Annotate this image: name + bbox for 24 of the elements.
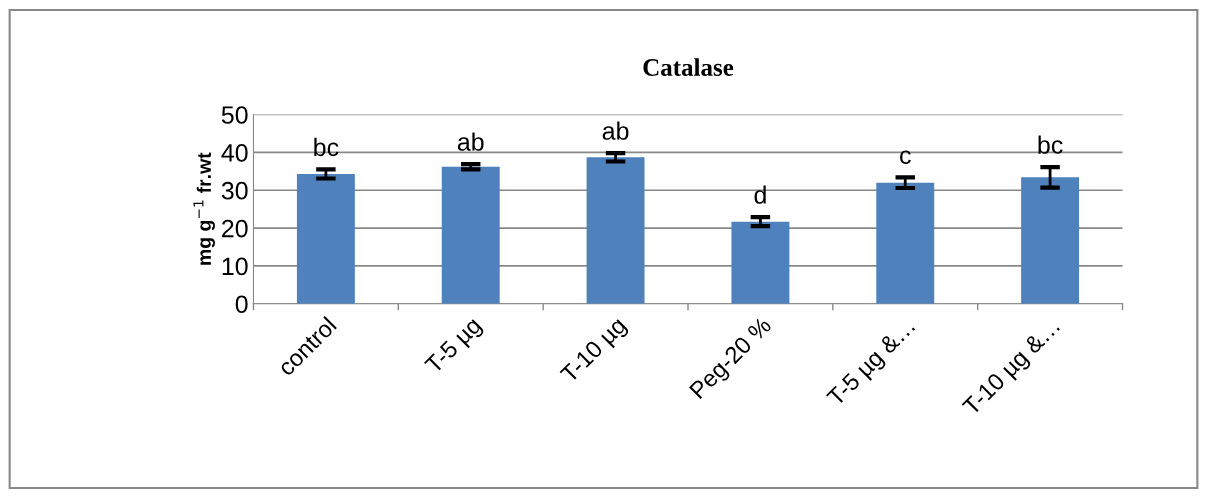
annotation: bc [1038,135,1063,154]
annotation: ab [457,132,484,151]
annotation: d [754,185,766,204]
y-tick-label: 40 [221,143,248,162]
annotation: c [900,150,911,165]
chart-title: Catalase [643,58,734,76]
bar [731,221,790,304]
x-tick-label: T-5 µg [424,316,486,378]
bar [876,182,935,304]
y-tick-label: 10 [222,257,248,276]
annotation: bc [314,137,339,157]
y-axis-title: mg g$^{−1}$ fr.wt [193,152,215,265]
y-tick-label: 50 [221,106,248,124]
x-tick-label: T-10 µg &… [961,317,1064,420]
y-tick-label: 0 [235,295,248,314]
bar [586,157,645,304]
bar [441,166,500,304]
annotation: ab [602,121,629,140]
bar [1021,177,1080,304]
x-tick-label: T-10 µg [559,316,631,388]
bar [296,173,355,304]
x-tick-label: T-5 µg &… [826,317,919,411]
y-tick-label: 30 [221,181,248,200]
y-tick-label: 20 [222,219,248,238]
